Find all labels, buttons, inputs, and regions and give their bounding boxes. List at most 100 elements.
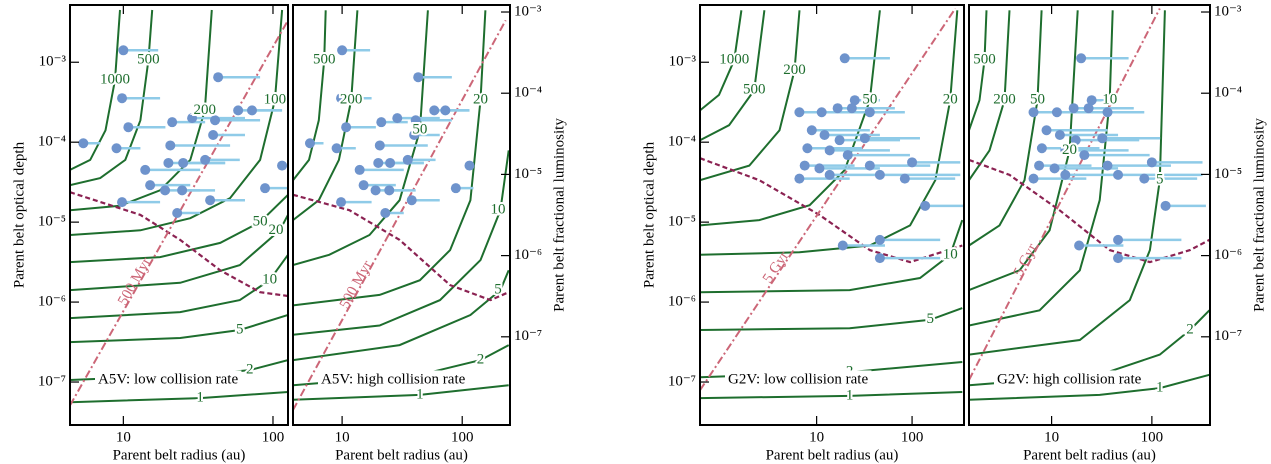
data-point [145, 180, 156, 191]
contour-line [293, 10, 487, 307]
annotation-background [318, 370, 469, 389]
contour-label: 10 [943, 246, 958, 262]
plot-area [969, 8, 1210, 401]
data-point [376, 117, 387, 128]
data-point [1034, 160, 1045, 171]
x-axis-label: Parent belt radius (au) [335, 447, 468, 463]
y-tick-label: 10⁻⁵ [38, 214, 66, 230]
data-point [402, 154, 413, 165]
y-axis-label: Parent belt optical depth [11, 141, 27, 288]
y2-tick-label: 10⁻⁷ [1214, 328, 1242, 344]
y2-axis-label: Parent belt fractional luminosity [1251, 118, 1267, 312]
y2-tick-label: 10⁻⁶ [514, 247, 542, 263]
panel-annotation: G2V: low collision rate [728, 371, 868, 387]
data-point [802, 143, 813, 154]
data-point [814, 163, 825, 174]
contour-label: 10 [262, 272, 277, 288]
data-point [384, 185, 395, 196]
contour-line [293, 150, 510, 336]
plot-area [700, 7, 964, 400]
data-point [78, 138, 89, 149]
data-point [440, 105, 451, 116]
contour-line [293, 384, 509, 401]
y-tick-label: 10⁻⁴ [38, 134, 66, 150]
contour-label: 2 [1186, 321, 1194, 337]
y2-tick-label: 10⁻⁷ [514, 328, 542, 344]
data-point [1083, 103, 1094, 114]
data-point [874, 234, 885, 245]
contour-label: 20 [1062, 142, 1077, 158]
data-point [392, 113, 403, 124]
contour-label: 1 [196, 390, 204, 406]
data-point [816, 107, 827, 118]
data-point [1097, 133, 1108, 144]
contour-label: 500 [973, 52, 996, 68]
contour-line [700, 219, 964, 294]
data-point [117, 197, 128, 208]
x-axis-label: Parent belt radius (au) [766, 447, 899, 463]
contour-label: 5 [236, 321, 244, 337]
contour-label: 200 [194, 102, 217, 118]
contour-line [293, 10, 429, 267]
contour-label: 1 [1156, 380, 1164, 396]
age-line [969, 8, 1161, 381]
y2-axis-label: Parent belt fractional luminosity [551, 118, 567, 312]
contour-line [293, 10, 359, 221]
data-point [1051, 107, 1062, 118]
data-point [464, 160, 475, 171]
data-point [1086, 95, 1097, 106]
data-point [1028, 107, 1039, 118]
contour-line [70, 214, 288, 292]
data-point [385, 157, 396, 168]
contour-line [969, 10, 1043, 247]
data-point [1028, 173, 1039, 184]
contour-line [70, 194, 288, 264]
plot-area [70, 9, 288, 406]
data-point [177, 185, 188, 196]
age-line [70, 19, 288, 406]
contour-line [700, 10, 959, 256]
contour-line [70, 314, 288, 344]
data-point [354, 164, 365, 175]
data-point [123, 122, 134, 133]
data-point [429, 105, 440, 116]
contour-line [70, 254, 288, 320]
y-tick-label: 10⁻⁶ [668, 294, 696, 310]
data-point [370, 185, 381, 196]
data-point [824, 169, 835, 180]
x-tick-label: 10 [809, 429, 824, 445]
contour-label: 10 [1102, 92, 1117, 108]
data-point [304, 138, 315, 149]
age-line [700, 7, 957, 391]
y2-tick-label: 10⁻⁴ [1214, 85, 1242, 101]
contour-label: 200 [340, 92, 363, 108]
data-point [1113, 253, 1124, 264]
data-point [1060, 145, 1071, 156]
data-point [336, 93, 347, 104]
data-point [1068, 103, 1079, 114]
data-point [907, 157, 918, 168]
axes-frame [69, 4, 289, 426]
contour-label: 100 [264, 92, 287, 108]
age-label: 5 Gyr [760, 249, 793, 287]
annotation-background [994, 370, 1145, 389]
contour-label: 5 [494, 282, 502, 298]
data-point [277, 160, 288, 171]
data-point [380, 208, 391, 219]
data-point [1079, 150, 1090, 161]
data-point [260, 183, 271, 194]
data-point [864, 160, 875, 171]
detection-limit-line [70, 191, 288, 298]
data-point [341, 122, 352, 133]
annotation-background [725, 370, 872, 389]
contour-label: 20 [943, 92, 958, 108]
x-tick-label: 100 [901, 429, 924, 445]
data-point [118, 45, 129, 56]
y-tick-label: 10⁻⁴ [668, 134, 696, 150]
data-point [1041, 125, 1052, 136]
data-point [233, 105, 244, 116]
data-point [178, 157, 189, 168]
contour-label: 500 [313, 52, 336, 68]
data-point [409, 129, 420, 140]
